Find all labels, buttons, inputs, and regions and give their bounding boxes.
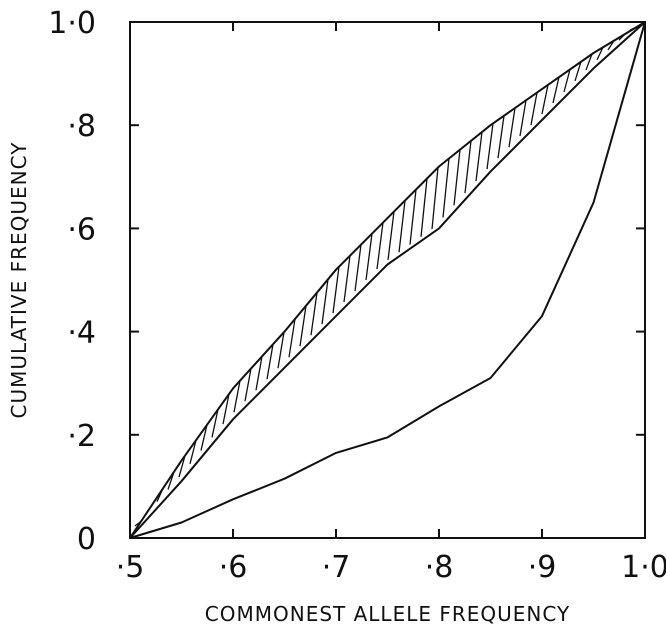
hatch-line (398, 200, 406, 253)
hatch-line (442, 158, 450, 218)
hatch-line (420, 178, 428, 237)
x-tick-label: 1·0 (621, 550, 666, 585)
hatch-line (431, 167, 439, 230)
hatch-line (299, 305, 307, 347)
x-tick-label: ·7 (322, 550, 351, 585)
x-tick-label: ·9 (528, 550, 557, 585)
y-tick-label: ·6 (67, 212, 96, 247)
hatch-line (189, 440, 197, 464)
x-tick-label: ·8 (425, 550, 454, 585)
hatch-line (233, 380, 241, 413)
hatch-line (354, 244, 362, 292)
y-tick-label: 1·0 (48, 6, 96, 41)
hatch-line (574, 61, 582, 82)
hatch-line (255, 356, 263, 391)
hatch-line (475, 131, 483, 182)
hatch-line (200, 424, 208, 451)
axis-ticks (129, 21, 646, 539)
series-lines (129, 21, 646, 539)
y-axis-title: CUMULATIVE FREQUENCY (7, 142, 31, 419)
hatch-line (332, 266, 340, 314)
y-tick-label: 0 (77, 522, 96, 557)
hatch-line (409, 189, 417, 245)
series-band-upper (129, 21, 646, 539)
hatch-line (288, 318, 296, 358)
hatch-line (178, 455, 186, 478)
hatch-line (244, 368, 252, 402)
y-tick-label: ·8 (67, 109, 96, 144)
hatch-line (552, 77, 560, 104)
hatch-line (497, 115, 505, 159)
hatch-line (343, 255, 351, 303)
hatch-line (321, 279, 329, 325)
hatch-line (563, 69, 571, 93)
x-tick-label: ·5 (116, 550, 145, 585)
y-tick-label: ·2 (67, 419, 96, 454)
x-axis-title: COMMONEST ALLELE FREQUENCY (205, 602, 570, 626)
hatch-line (266, 344, 274, 380)
hatch-line (464, 140, 472, 194)
plot-frame (129, 21, 646, 539)
hatch-line (486, 123, 494, 170)
series-band-lower (129, 21, 646, 539)
hatch-line (519, 100, 527, 137)
tick-labels: ·5 ·6 ·7 ·8 ·9 1·0 0 ·2 ·4 ·6 ·8 1·0 (48, 6, 666, 585)
hatch-line (530, 92, 538, 126)
x-tick-label: ·6 (219, 550, 248, 585)
hatch-line (541, 84, 549, 115)
hatched-band (134, 26, 637, 527)
hatch-line (376, 222, 384, 270)
hatch-line (508, 107, 516, 148)
hatch-line (596, 46, 604, 61)
hatch-line (365, 233, 373, 281)
hatch-line (277, 332, 285, 369)
hatch-line (222, 393, 230, 425)
hatch-line (310, 292, 318, 336)
hatch-line (387, 211, 395, 261)
hatch-line (453, 149, 461, 206)
hatch-line (585, 53, 593, 71)
y-tick-label: ·4 (67, 316, 96, 351)
hatch-line (211, 409, 219, 438)
series-line (129, 21, 646, 539)
